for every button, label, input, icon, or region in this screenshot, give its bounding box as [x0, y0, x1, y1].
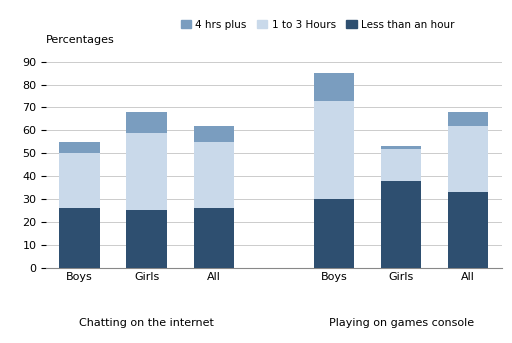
- Text: Playing on games console: Playing on games console: [329, 318, 474, 328]
- Bar: [381, 146, 421, 149]
- Bar: [448, 112, 488, 126]
- Text: Chatting on the internet: Chatting on the internet: [79, 318, 214, 328]
- Bar: [448, 192, 488, 268]
- Bar: [381, 181, 421, 268]
- Bar: [126, 210, 167, 268]
- Bar: [194, 142, 233, 208]
- Bar: [59, 153, 100, 208]
- Bar: [126, 133, 167, 210]
- Bar: [194, 126, 233, 142]
- Bar: [314, 73, 354, 100]
- Bar: [194, 208, 233, 268]
- Text: Percentages: Percentages: [46, 35, 115, 45]
- Bar: [59, 208, 100, 268]
- Bar: [314, 100, 354, 199]
- Bar: [59, 142, 100, 153]
- Bar: [314, 199, 354, 268]
- Bar: [381, 149, 421, 181]
- Bar: [448, 126, 488, 192]
- Bar: [126, 112, 167, 133]
- Legend: 4 hrs plus, 1 to 3 Hours, Less than an hour: 4 hrs plus, 1 to 3 Hours, Less than an h…: [177, 15, 458, 34]
